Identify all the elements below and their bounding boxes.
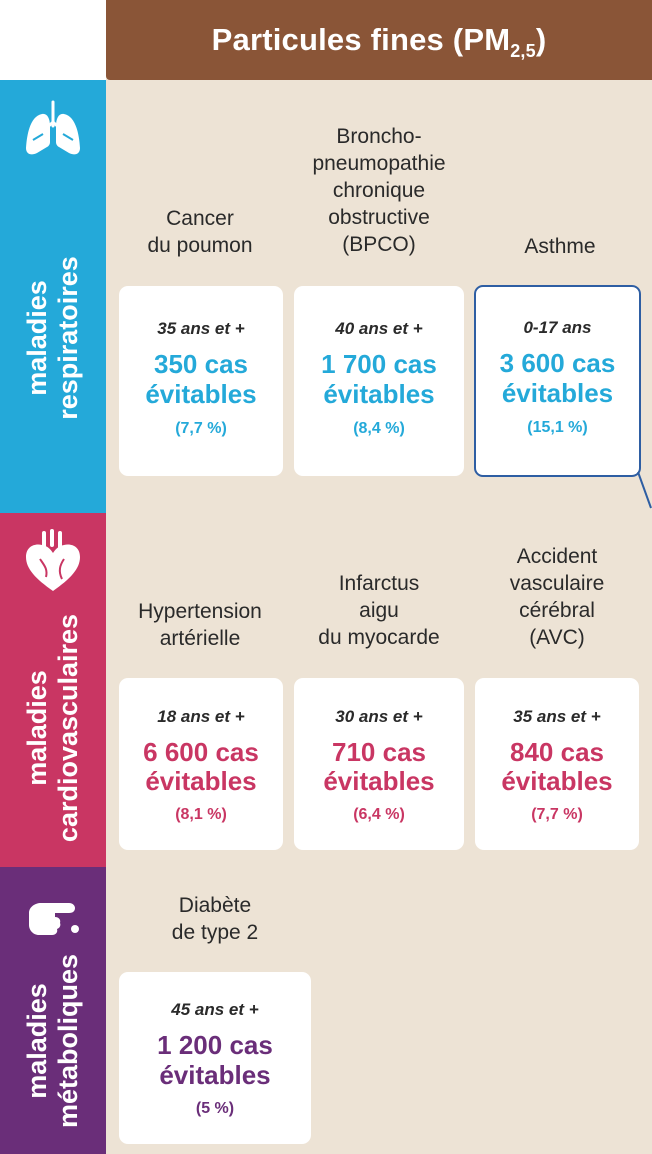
disease-name-cancer-poumon: Cancer du poumon — [147, 207, 253, 257]
hand-icon — [29, 903, 79, 935]
disease-name-avc: Accident vasculaire cérébral (AVC) — [509, 545, 605, 649]
card-percent: (7,7 %) — [175, 420, 227, 437]
heart-icon — [26, 529, 80, 591]
card-age: 0-17 ans — [523, 318, 592, 337]
card-evitables: évitables — [323, 379, 435, 409]
card-percent: (6,4 %) — [353, 806, 405, 823]
card-age: 40 ans et + — [335, 319, 423, 338]
card-percent: (7,7 %) — [531, 806, 583, 823]
card-evitables: évitables — [145, 379, 257, 409]
card-evitables: évitables — [145, 766, 257, 796]
card-bpco: 40 ans et + 1 700 cas évitables (8,4 %) — [294, 286, 464, 476]
content-background — [106, 0, 652, 1154]
card-age: 45 ans et + — [171, 1000, 259, 1019]
band-respiratory: maladies respiratoires — [0, 80, 106, 513]
card-age: 30 ans et + — [335, 707, 423, 726]
card-count: 840 cas — [510, 737, 604, 767]
band-cardiovascular: maladies cardiovasculaires — [0, 513, 106, 867]
card-evitables: évitables — [501, 378, 614, 408]
disease-name-infarctus: Infarctus aigu du myocarde — [318, 572, 440, 649]
card-avc: 35 ans et + 840 cas évitables (7,7 %) — [475, 678, 639, 850]
card-age: 18 ans et + — [157, 707, 245, 726]
card-count: 6 600 cas — [143, 737, 259, 767]
band-label-cardiovascular: maladies cardiovasculaires — [22, 613, 83, 843]
disease-name-asthme: Asthme — [524, 235, 596, 258]
card-evitables: évitables — [501, 766, 613, 796]
page-header: Particules fines (PM2,5) — [106, 0, 652, 80]
card-evitables: évitables — [159, 1060, 271, 1090]
card-count: 1 200 cas — [157, 1030, 273, 1060]
card-percent: (8,1 %) — [175, 806, 227, 823]
band-metabolic: maladies métaboliques — [0, 867, 106, 1154]
disease-name-bpco: Broncho- pneumopathie chronique obstruct… — [312, 125, 446, 256]
card-count: 710 cas — [332, 737, 426, 767]
disease-name-hypertension: Hypertension artérielle — [138, 600, 262, 650]
band-label-metabolic: maladies métaboliques — [22, 953, 83, 1129]
page-title: Particules fines (PM2,5) — [211, 22, 547, 61]
band-label-respiratory: maladies respiratoires — [22, 256, 83, 420]
card-percent: (15,1 %) — [527, 419, 588, 436]
card-count: 3 600 cas — [499, 348, 616, 378]
lungs-icon — [26, 100, 80, 155]
card-evitables: évitables — [323, 766, 435, 796]
card-age: 35 ans et + — [513, 707, 601, 726]
card-percent: (8,4 %) — [353, 420, 405, 437]
card-diabete: 45 ans et + 1 200 cas évitables (5 %) — [119, 972, 311, 1144]
card-percent: (5 %) — [195, 1100, 235, 1117]
disease-name-diabete: Diabète de type 2 — [171, 894, 259, 944]
card-age: 35 ans et + — [157, 319, 245, 338]
card-infarctus: 30 ans et + 710 cas évitables (6,4 %) — [294, 678, 464, 850]
card-count: 1 700 cas — [321, 349, 437, 379]
card-asthme: 0-17 ans 3 600 cas évitables (15,1 %) — [474, 285, 641, 477]
card-hypertension: 18 ans et + 6 600 cas évitables (8,1 %) — [119, 678, 283, 850]
card-count: 350 cas — [154, 349, 248, 379]
callout-line — [637, 471, 652, 509]
card-cancer-poumon: 35 ans et + 350 cas évitables (7,7 %) — [119, 286, 283, 476]
